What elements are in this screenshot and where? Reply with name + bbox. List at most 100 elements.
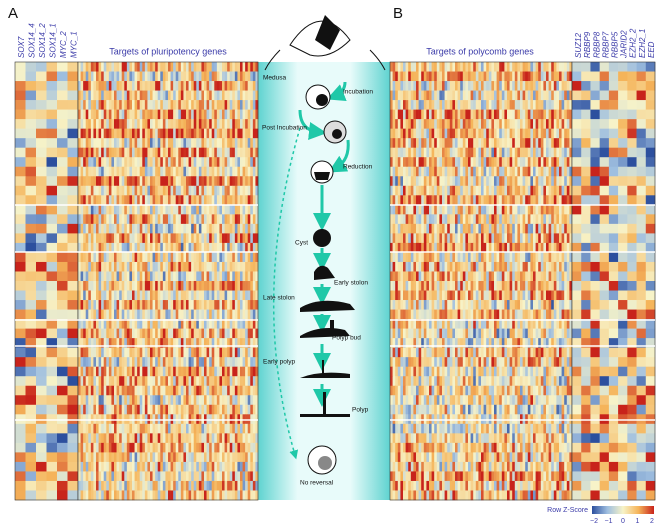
heatmap-cell (237, 433, 240, 443)
heatmap-cell (109, 443, 112, 453)
heatmap-cell (189, 329, 192, 339)
heatmap-cell (468, 129, 471, 139)
heatmap-cell (403, 176, 406, 186)
heatmap-cell (122, 405, 125, 415)
heatmap-cell (232, 376, 235, 386)
heatmap-cell (481, 72, 484, 82)
heatmap-cell (546, 62, 549, 72)
heatmap-cell (536, 119, 539, 129)
heatmap-cell (155, 414, 158, 424)
heatmap-cell (57, 224, 68, 234)
heatmap-cell (15, 443, 26, 453)
heatmap-cell (486, 176, 489, 186)
heatmap-cell (191, 367, 194, 377)
heatmap-cell (99, 62, 102, 72)
heatmap-cell (442, 224, 445, 234)
heatmap-cell (163, 452, 166, 462)
heatmap-cell (476, 224, 479, 234)
heatmap-cell (142, 424, 145, 434)
heatmap-cell (114, 91, 117, 101)
heatmap-cell (253, 481, 256, 491)
heatmap-cell (217, 462, 220, 472)
heatmap-cell (78, 414, 81, 424)
heatmap-cell (564, 148, 567, 158)
heatmap-cell (15, 462, 26, 472)
heatmap-cell (447, 252, 450, 262)
heatmap-cell (191, 452, 194, 462)
heatmap-cell (135, 176, 138, 186)
heatmap-cell (178, 62, 181, 72)
heatmap-cell (442, 186, 445, 196)
heatmap-cell (559, 186, 562, 196)
heatmap-cell (465, 214, 468, 224)
heatmap-cell (245, 62, 248, 72)
heatmap-cell (222, 186, 225, 196)
heatmap-cell (458, 186, 461, 196)
heatmap-cell (127, 452, 130, 462)
heatmap-cell (426, 138, 429, 148)
heatmap-cell (106, 157, 109, 167)
heatmap-cell (109, 167, 112, 177)
heatmap-cell (68, 471, 79, 481)
heatmap-cell (209, 186, 212, 196)
heatmap-cell (476, 62, 479, 72)
heatmap-cell (510, 233, 513, 243)
heatmap-cell (36, 62, 47, 72)
heatmap-cell (434, 62, 437, 72)
heatmap-cell (207, 395, 210, 405)
heatmap-cell (390, 224, 393, 234)
heatmap-cell (83, 452, 86, 462)
heatmap-cell (250, 281, 253, 291)
heatmap-cell (235, 186, 238, 196)
heatmap-cell (447, 81, 450, 91)
heatmap-cell (119, 405, 122, 415)
heatmap-cell (494, 233, 497, 243)
heatmap-cell (533, 100, 536, 110)
heatmap-cell (484, 129, 487, 139)
heatmap-cell (101, 348, 104, 358)
heatmap-cell (36, 176, 47, 186)
heatmap-cell (225, 386, 228, 396)
heatmap-cell (419, 167, 422, 177)
heatmap-cell (132, 62, 135, 72)
heatmap-cell (194, 91, 197, 101)
heatmap-cell (512, 138, 515, 148)
heatmap-cell (140, 100, 143, 110)
heatmap-cell (458, 110, 461, 120)
heatmap-cell (96, 281, 99, 291)
heatmap-cell (528, 195, 531, 205)
heatmap-cell (168, 72, 171, 82)
heatmap-cell (15, 271, 26, 281)
heatmap-cell (232, 452, 235, 462)
heatmap-cell (554, 195, 557, 205)
heatmap-cell (245, 138, 248, 148)
heatmap-cell (411, 138, 414, 148)
heatmap-cell (452, 81, 455, 91)
heatmap-cell (26, 157, 37, 167)
heatmap-cell (81, 129, 84, 139)
heatmap-cell (78, 195, 81, 205)
heatmap-cell (406, 62, 409, 72)
heatmap-cell (114, 433, 117, 443)
heatmap-cell (81, 157, 84, 167)
heatmap-cell (173, 62, 176, 72)
heatmap-cell (217, 119, 220, 129)
heatmap-cell (96, 329, 99, 339)
heatmap-cell (129, 329, 132, 339)
heatmap-cell (140, 300, 143, 310)
heatmap-cell (232, 233, 235, 243)
heatmap-cell (248, 233, 251, 243)
heatmap-cell (471, 100, 474, 110)
heatmap-cell (171, 291, 174, 301)
heatmap-cell (181, 281, 184, 291)
heatmap-cell (36, 310, 47, 320)
heatmap-cell (83, 367, 86, 377)
heatmap-cell (15, 62, 26, 72)
heatmap-cell (191, 433, 194, 443)
heatmap-cell (556, 62, 559, 72)
heatmap-cell (567, 91, 570, 101)
heatmap-cell (99, 414, 102, 424)
heatmap-cell (447, 72, 450, 82)
heatmap-cell (119, 157, 122, 167)
heatmap-cell (155, 167, 158, 177)
